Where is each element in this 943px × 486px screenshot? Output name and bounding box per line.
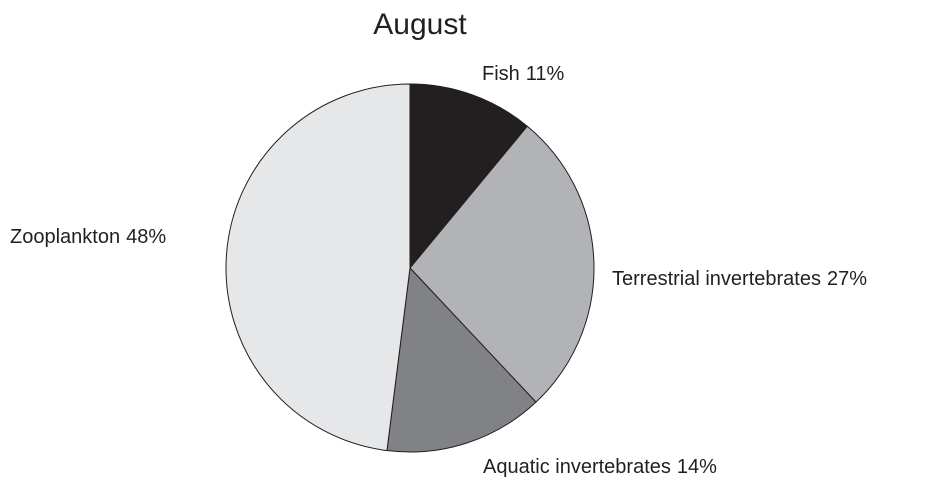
value-label: 48% bbox=[126, 226, 166, 248]
slice-label: Zooplankton 48% bbox=[10, 226, 166, 248]
slice-label: Aquatic invertebrates 14% bbox=[483, 456, 717, 478]
value-label: 14% bbox=[677, 456, 717, 478]
pie-slice bbox=[225, 83, 411, 452]
slice-label: Terrestrial invertebrates 27% bbox=[612, 268, 867, 290]
value-label: 27% bbox=[827, 268, 867, 290]
slice-label: Fish 11% bbox=[482, 63, 565, 85]
pie-slice bbox=[409, 83, 528, 270]
value-label: 11% bbox=[526, 63, 565, 85]
category-name: Terrestrial invertebrates bbox=[612, 268, 821, 290]
pie-slice bbox=[386, 266, 537, 453]
category-name: Aquatic invertebrates bbox=[483, 456, 671, 478]
category-name: Fish bbox=[482, 63, 520, 85]
chart-title: August bbox=[373, 8, 467, 41]
pie-slice bbox=[409, 125, 595, 403]
category-name: Zooplankton bbox=[10, 226, 120, 248]
